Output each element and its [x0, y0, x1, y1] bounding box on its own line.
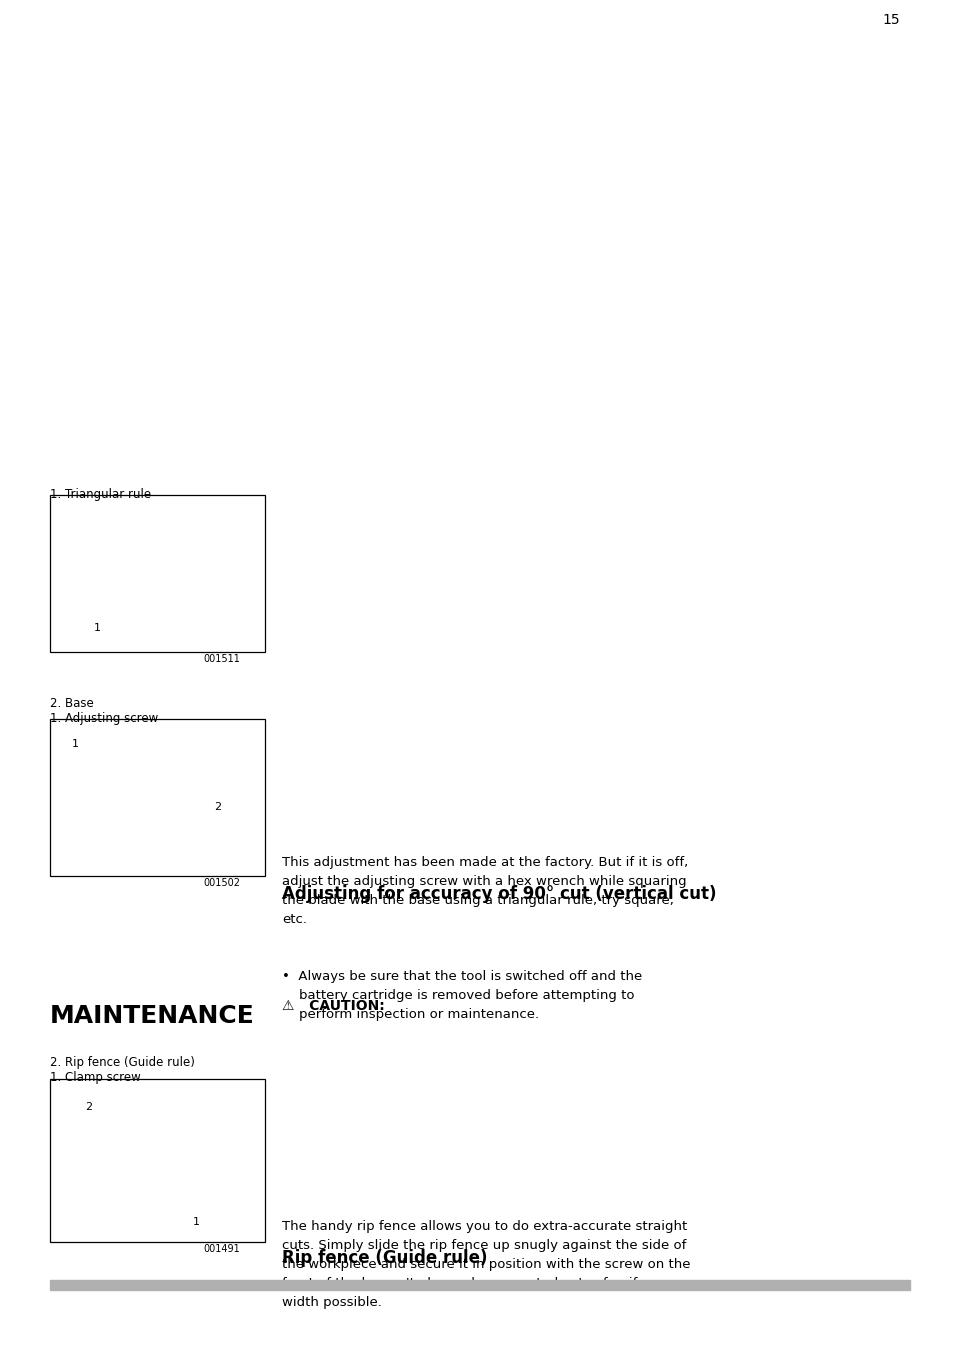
Text: This adjustment has been made at the factory. But if it is off,
adjust the adjus: This adjustment has been made at the fac…: [282, 856, 687, 926]
Bar: [50, 1280, 909, 1290]
Bar: [50, 719, 265, 876]
Text: Rip fence (Guide rule): Rip fence (Guide rule): [282, 1249, 487, 1267]
Text: 2: 2: [213, 802, 221, 813]
Text: 1: 1: [193, 1217, 199, 1228]
Bar: [50, 495, 265, 652]
Text: 1: 1: [93, 623, 101, 634]
Text: The handy rip fence allows you to do extra-accurate straight
cuts. Simply slide : The handy rip fence allows you to do ext…: [282, 1220, 690, 1309]
Text: 001511: 001511: [203, 654, 240, 664]
Text: 001491: 001491: [203, 1244, 240, 1255]
Text: 2: 2: [85, 1102, 92, 1111]
Text: 2. Base: 2. Base: [50, 698, 93, 710]
Text: 1. Triangular rule: 1. Triangular rule: [50, 488, 151, 502]
Text: 15: 15: [882, 14, 899, 27]
Text: MAINTENANCE: MAINTENANCE: [50, 1005, 254, 1028]
Text: Adjusting for accuracy of 90° cut (vertical cut): Adjusting for accuracy of 90° cut (verti…: [282, 886, 716, 903]
Bar: [50, 1079, 265, 1242]
Text: 1. Clamp screw: 1. Clamp screw: [50, 1071, 141, 1084]
Text: 2. Rip fence (Guide rule): 2. Rip fence (Guide rule): [50, 1056, 194, 1069]
Text: 001502: 001502: [203, 877, 240, 888]
Text: ⚠   CAUTION:: ⚠ CAUTION:: [282, 999, 384, 1013]
Text: •  Always be sure that the tool is switched off and the
    battery cartridge is: • Always be sure that the tool is switch…: [282, 969, 641, 1021]
Text: 1. Adjusting screw: 1. Adjusting screw: [50, 713, 158, 725]
Text: 1: 1: [72, 740, 79, 749]
